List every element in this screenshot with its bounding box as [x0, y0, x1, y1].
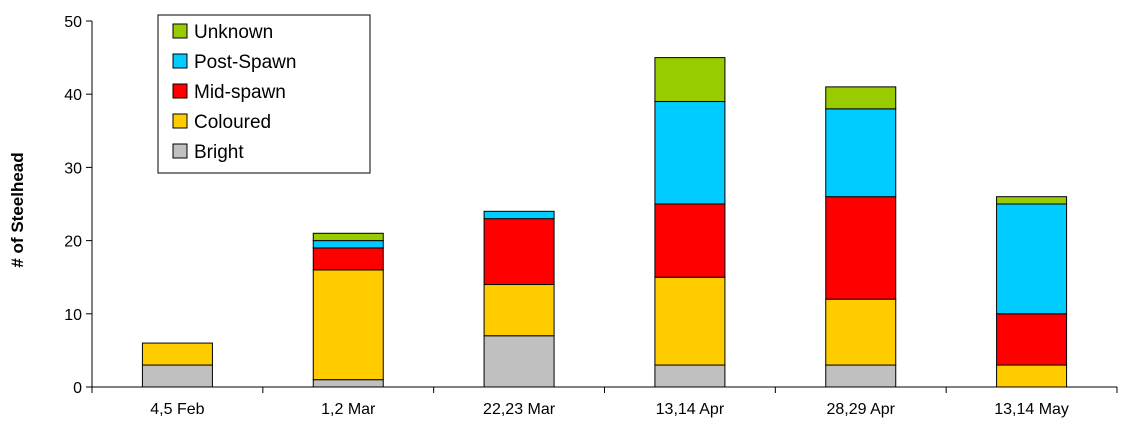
- bar-segment-mid-spawn: [996, 313, 1068, 366]
- legend-swatch: [172, 113, 188, 129]
- bar-segment-post-spawn: [825, 108, 897, 198]
- bar-segment-post-spawn: [654, 101, 726, 205]
- x-tick-label: 13,14 May: [994, 401, 1069, 418]
- y-ticks: 0 10 20 30 40 50: [64, 14, 92, 397]
- x-tick-label: 13,14 Apr: [656, 401, 725, 418]
- bar-segment-coloured: [483, 284, 555, 337]
- bar-segment-bright: [141, 364, 213, 388]
- bar-segment-unknown: [996, 196, 1068, 205]
- y-tick-label: 40: [64, 87, 82, 104]
- y-tick-label: 50: [64, 14, 82, 31]
- bar-segment-coloured: [312, 269, 384, 381]
- legend-swatch: [172, 53, 188, 69]
- bar-segment-bright: [654, 364, 726, 388]
- y-tick-label: 0: [73, 380, 82, 397]
- x-ticks: 4,5 Feb 1,2 Mar 22,23 Mar 13,14 Apr 28,29 Ap…: [91, 387, 1118, 418]
- bar-segment-coloured: [141, 342, 213, 366]
- x-tick-label: 28,29 Apr: [827, 401, 896, 418]
- bar-segment-unknown: [654, 57, 726, 103]
- bar-segment-coloured: [654, 276, 726, 366]
- bar-segment-post-spawn: [996, 203, 1068, 315]
- bar-segment-coloured: [996, 364, 1068, 388]
- x-tick-label: 4,5 Feb: [150, 401, 204, 418]
- legend-swatch: [172, 143, 188, 159]
- x-tick-label: 1,2 Mar: [321, 401, 376, 418]
- legend-label: Bright: [194, 142, 244, 163]
- legend-swatch: [172, 23, 188, 39]
- y-tick-label: 30: [64, 160, 82, 177]
- bar-segment-coloured: [825, 298, 897, 366]
- bar-segment-post-spawn: [483, 210, 555, 220]
- y-tick-label: 20: [64, 234, 82, 251]
- bar-segment-unknown: [825, 86, 897, 110]
- y-axis-title: # of Steelhead: [8, 152, 27, 267]
- legend-swatch: [172, 83, 188, 99]
- bar-segment-bright: [312, 379, 384, 388]
- bar-segment-bright: [483, 335, 555, 388]
- bar-segment-mid-spawn: [483, 218, 555, 286]
- legend-label: Post-Spawn: [194, 52, 296, 73]
- bar-segment-unknown: [312, 232, 384, 242]
- legend-label: Mid-spawn: [194, 82, 286, 103]
- bar-segment-mid-spawn: [825, 196, 897, 300]
- bar-segment-post-spawn: [312, 240, 384, 249]
- legend-label: Unknown: [194, 22, 273, 43]
- bar-segment-mid-spawn: [312, 247, 384, 271]
- bar-segment-bright: [825, 364, 897, 388]
- bar-segment-mid-spawn: [654, 203, 726, 278]
- y-tick-label: 10: [64, 307, 82, 324]
- x-tick-label: 22,23 Mar: [483, 401, 556, 418]
- bars-layer: [141, 57, 1068, 388]
- legend-box: [157, 14, 371, 174]
- legend: Unknown Post-Spawn Mid-spawn Coloured Bright: [157, 14, 371, 174]
- legend-label: Coloured: [194, 112, 271, 133]
